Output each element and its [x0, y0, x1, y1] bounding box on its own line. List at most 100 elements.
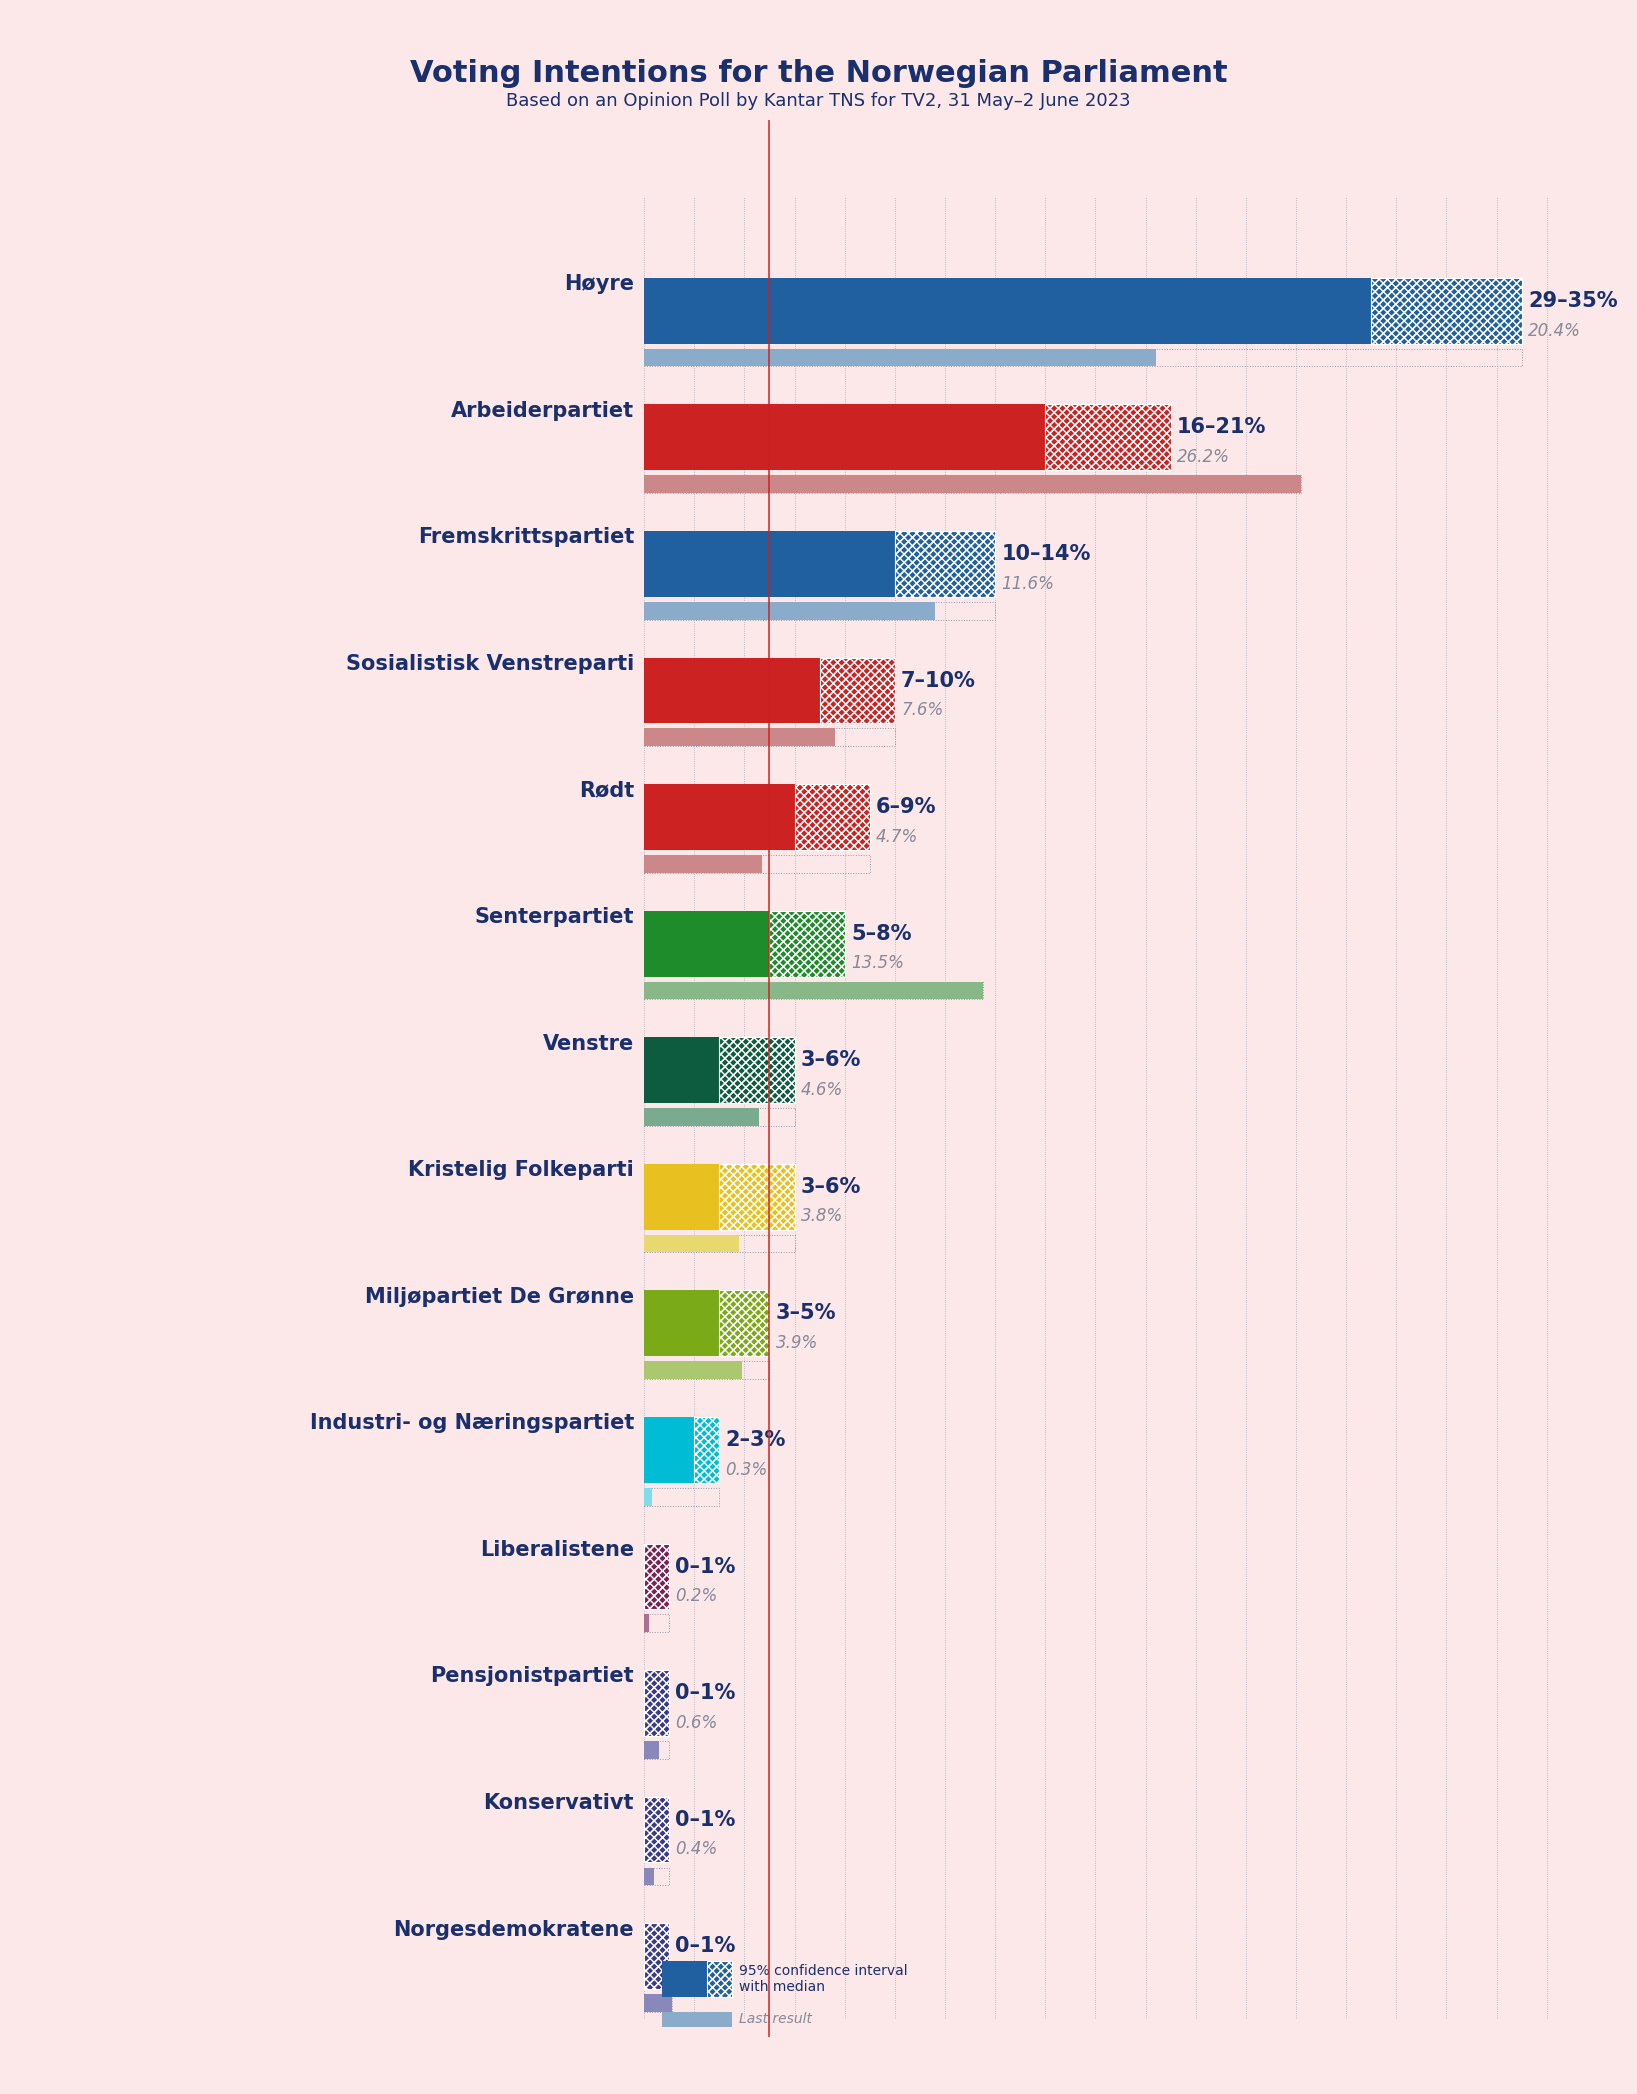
Bar	[1046, 404, 1170, 471]
Text: 13.5%: 13.5%	[851, 955, 904, 972]
Bar	[707, 1962, 732, 1996]
Bar	[707, 1962, 732, 1996]
Bar	[643, 1797, 670, 1862]
Bar	[643, 1290, 719, 1357]
Bar	[643, 1235, 740, 1252]
Bar	[1046, 404, 1170, 471]
Text: 26.2%: 26.2%	[1177, 448, 1229, 467]
Text: 0.2%: 0.2%	[676, 1587, 717, 1606]
Bar	[769, 911, 845, 976]
Text: 3–5%: 3–5%	[776, 1302, 837, 1323]
Text: 0.3%: 0.3%	[725, 1462, 768, 1478]
Bar	[643, 1993, 671, 2012]
Text: 6–9%: 6–9%	[876, 798, 936, 817]
Bar	[719, 1164, 794, 1229]
Bar	[643, 1671, 670, 1736]
Bar	[643, 1235, 794, 1252]
Bar	[820, 658, 895, 722]
Bar	[794, 783, 869, 850]
Bar	[643, 1868, 655, 1885]
Text: 0.6%: 0.6%	[676, 1713, 717, 1732]
Text: 16–21%: 16–21%	[1177, 417, 1267, 438]
Bar	[643, 1922, 670, 1989]
Bar	[820, 658, 895, 722]
Bar	[643, 1418, 694, 1483]
Text: 29–35%: 29–35%	[1527, 291, 1617, 310]
Bar	[694, 1418, 719, 1483]
Bar	[661, 2012, 732, 2027]
Bar	[694, 1418, 719, 1483]
Bar	[643, 729, 895, 745]
Text: Based on an Opinion Poll by Kantar TNS for TV2, 31 May–2 June 2023: Based on an Opinion Poll by Kantar TNS f…	[506, 92, 1131, 111]
Text: Norgesdemokratene: Norgesdemokratene	[393, 1920, 634, 1939]
Bar	[643, 1740, 660, 1759]
Text: 7.6%: 7.6%	[900, 701, 943, 718]
Text: Voting Intentions for the Norwegian Parliament: Voting Intentions for the Norwegian Parl…	[409, 59, 1228, 88]
Bar	[719, 1037, 794, 1104]
Bar	[719, 1290, 769, 1357]
Text: Rødt: Rødt	[579, 781, 634, 800]
Bar	[643, 1614, 670, 1631]
Bar	[643, 1108, 794, 1127]
Bar	[643, 1922, 670, 1989]
Text: Høyre: Høyre	[565, 274, 634, 295]
Bar	[643, 350, 1156, 366]
Bar	[643, 1489, 652, 1506]
Text: Industri- og Næringspartiet: Industri- og Næringspartiet	[309, 1413, 634, 1432]
Bar	[643, 1614, 650, 1631]
Text: Konservativt: Konservativt	[483, 1792, 634, 1813]
Bar	[643, 601, 995, 620]
Bar	[643, 1797, 670, 1862]
Text: 0–1%: 0–1%	[676, 1809, 735, 1830]
Bar	[719, 1037, 794, 1104]
Bar	[1372, 279, 1522, 343]
Text: Senterpartiet: Senterpartiet	[475, 907, 634, 928]
Text: 5–8%: 5–8%	[851, 923, 912, 944]
Bar	[694, 1418, 719, 1483]
Text: Kristelig Folkeparti: Kristelig Folkeparti	[408, 1160, 634, 1181]
Bar	[1046, 404, 1170, 471]
Bar	[643, 854, 869, 873]
Bar	[661, 1962, 732, 1996]
Bar	[769, 911, 845, 976]
Bar	[643, 1993, 671, 2012]
Bar	[643, 1037, 719, 1104]
Bar	[643, 404, 1046, 471]
Text: 3.8%: 3.8%	[800, 1208, 843, 1225]
Text: 0–1%: 0–1%	[676, 1937, 735, 1956]
Bar	[643, 279, 1372, 343]
Bar	[895, 532, 995, 597]
Bar	[643, 532, 895, 597]
Bar	[643, 783, 794, 850]
Bar	[643, 1543, 670, 1610]
Text: 3.9%: 3.9%	[776, 1334, 818, 1353]
Text: 4.6%: 4.6%	[800, 1081, 843, 1099]
Bar	[769, 911, 845, 976]
Bar	[643, 1740, 670, 1759]
Bar	[643, 1868, 670, 1885]
Bar	[643, 982, 982, 999]
Bar	[643, 911, 769, 976]
Text: 1.1%: 1.1%	[676, 1966, 717, 1985]
Bar	[643, 1922, 670, 1989]
Text: Arbeiderpartiet: Arbeiderpartiet	[450, 400, 634, 421]
Text: Fremskrittspartiet: Fremskrittspartiet	[417, 528, 634, 547]
Bar	[643, 1797, 670, 1862]
Text: 3–6%: 3–6%	[800, 1051, 861, 1070]
Bar	[643, 1543, 670, 1610]
Bar	[643, 1108, 760, 1127]
Text: 20.4%: 20.4%	[1527, 322, 1581, 339]
Bar	[643, 475, 1301, 492]
Text: 2–3%: 2–3%	[725, 1430, 786, 1449]
Text: 11.6%: 11.6%	[1002, 574, 1054, 593]
Bar	[643, 350, 1522, 366]
Bar	[643, 601, 935, 620]
Bar	[719, 1164, 794, 1229]
Bar	[643, 729, 835, 745]
Text: 0.4%: 0.4%	[676, 1841, 717, 1857]
Bar	[643, 854, 761, 873]
Bar	[643, 1671, 670, 1736]
Text: Miljøpartiet De Grønne: Miljøpartiet De Grønne	[365, 1286, 634, 1307]
Text: 10–14%: 10–14%	[1002, 544, 1090, 563]
Bar	[643, 1361, 769, 1380]
